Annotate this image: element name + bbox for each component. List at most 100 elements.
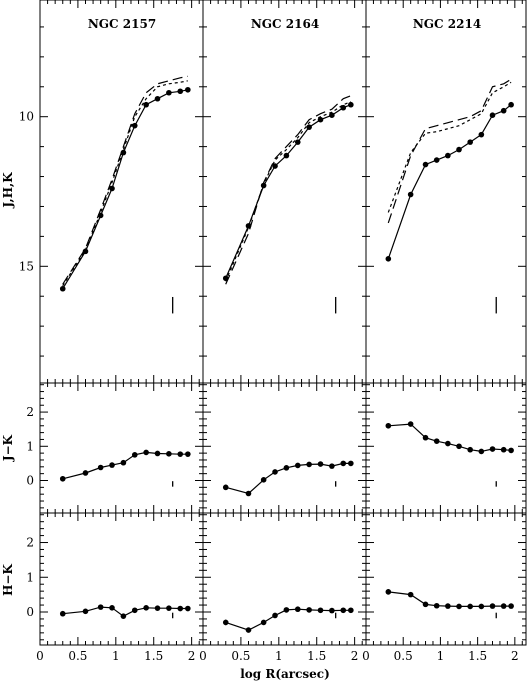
- x-tick-label: 1: [112, 649, 120, 663]
- x-tick-label: 2: [511, 649, 519, 663]
- data-point-hk: [166, 605, 172, 611]
- data-point-hk: [82, 608, 89, 615]
- data-point-jk: [348, 460, 354, 467]
- data-series: [59, 75, 514, 633]
- data-point-hk: [143, 605, 149, 611]
- series-line-k: [225, 104, 352, 279]
- panel-title-ngc2157: NGC 2157: [88, 17, 156, 31]
- data-point-hk: [508, 603, 514, 609]
- data-point-hk: [467, 603, 473, 610]
- data-point-jk: [329, 463, 335, 469]
- x-tick-label: 0: [362, 649, 370, 663]
- series-line-h: [387, 78, 512, 224]
- data-point-jk: [272, 469, 278, 475]
- x-tick-label: 1: [275, 649, 283, 663]
- data-point-k: [422, 161, 429, 168]
- data-point-k: [109, 185, 115, 192]
- data-point-k: [489, 112, 496, 118]
- data-point-jk: [467, 446, 473, 453]
- data-point-k: [97, 212, 104, 219]
- series-line-j: [62, 80, 188, 287]
- data-point-jk: [500, 446, 507, 453]
- data-point-jk: [407, 421, 414, 427]
- y-tick-label: 0: [26, 605, 34, 619]
- data-point-k: [131, 122, 138, 129]
- panel-frame: [202, 382, 367, 514]
- x-tick-label: 0.5: [394, 649, 413, 663]
- data-point-k: [260, 182, 267, 189]
- data-point-hk: [154, 605, 161, 611]
- panel-title-ngc2214: NGC 2214: [413, 17, 481, 31]
- x-tick-label: 2: [351, 649, 359, 663]
- y-tick-label: 15: [19, 259, 34, 273]
- data-point-hk: [109, 605, 115, 611]
- y-tick-label: 2: [26, 536, 34, 550]
- y-axis-label-mag: J,H,K: [1, 172, 15, 209]
- data-point-k: [154, 95, 161, 102]
- data-point-jk: [283, 465, 290, 471]
- data-point-k: [59, 285, 66, 292]
- x-tick-label: 1.5: [468, 649, 487, 663]
- data-point-k: [467, 139, 473, 145]
- data-point-k: [456, 146, 462, 153]
- panel-frame: [365, 0, 527, 384]
- data-point-jk: [154, 450, 161, 457]
- data-point-k: [294, 139, 301, 145]
- data-point-k: [340, 104, 347, 111]
- series-line-k: [62, 89, 188, 290]
- data-point-k: [348, 101, 354, 108]
- x-axis-label: log R(arcsec): [240, 667, 330, 681]
- series-line-h: [225, 95, 352, 285]
- data-point-k: [82, 248, 89, 255]
- data-point-hk: [500, 603, 507, 609]
- panel-frame: [202, 512, 367, 646]
- data-point-jk: [245, 490, 252, 497]
- data-point-hk: [131, 607, 138, 614]
- data-point-jk: [143, 449, 149, 456]
- data-point-hk: [283, 607, 290, 613]
- data-point-jk: [120, 459, 127, 466]
- data-point-hk: [120, 613, 127, 619]
- x-tick-label: 1.5: [307, 649, 326, 663]
- axis-ticks: [39, 0, 526, 645]
- data-point-jk: [260, 477, 267, 483]
- panel-frames: [39, 0, 527, 646]
- data-point-jk: [456, 443, 462, 450]
- data-point-k: [385, 256, 392, 262]
- data-point-k: [433, 157, 440, 163]
- series-line-h: [62, 75, 188, 285]
- data-point-k: [445, 152, 451, 159]
- data-point-jk: [82, 470, 89, 476]
- data-point-hk: [245, 627, 252, 633]
- data-point-jk: [306, 461, 312, 468]
- data-point-jk: [97, 464, 104, 471]
- data-point-hk: [445, 603, 451, 609]
- data-point-jk: [478, 448, 485, 455]
- data-point-hk: [294, 606, 301, 613]
- x-tick-label: 0: [199, 649, 207, 663]
- data-point-k: [185, 86, 191, 93]
- y-axis-label-jk: J−K: [1, 434, 15, 462]
- x-tick-label: 0.5: [231, 649, 250, 663]
- data-point-hk: [478, 603, 485, 610]
- data-point-hk: [407, 591, 414, 598]
- data-point-k: [120, 149, 127, 156]
- y-tick-label: 1: [26, 570, 34, 584]
- data-point-hk: [185, 605, 191, 612]
- data-point-hk: [272, 612, 278, 619]
- data-point-hk: [456, 603, 462, 610]
- data-point-hk: [489, 603, 496, 609]
- data-point-jk: [340, 460, 347, 467]
- panel-frame: [39, 512, 204, 646]
- x-tick-label: 1.5: [144, 649, 163, 663]
- series-line-j: [225, 101, 352, 282]
- panel-frame: [202, 0, 367, 384]
- data-point-hk: [433, 602, 440, 609]
- data-point-jk: [109, 462, 115, 468]
- data-point-jk: [177, 451, 184, 457]
- data-point-k: [222, 275, 229, 282]
- data-point-jk: [489, 446, 496, 452]
- data-point-k: [177, 88, 184, 95]
- data-point-jk: [445, 440, 451, 447]
